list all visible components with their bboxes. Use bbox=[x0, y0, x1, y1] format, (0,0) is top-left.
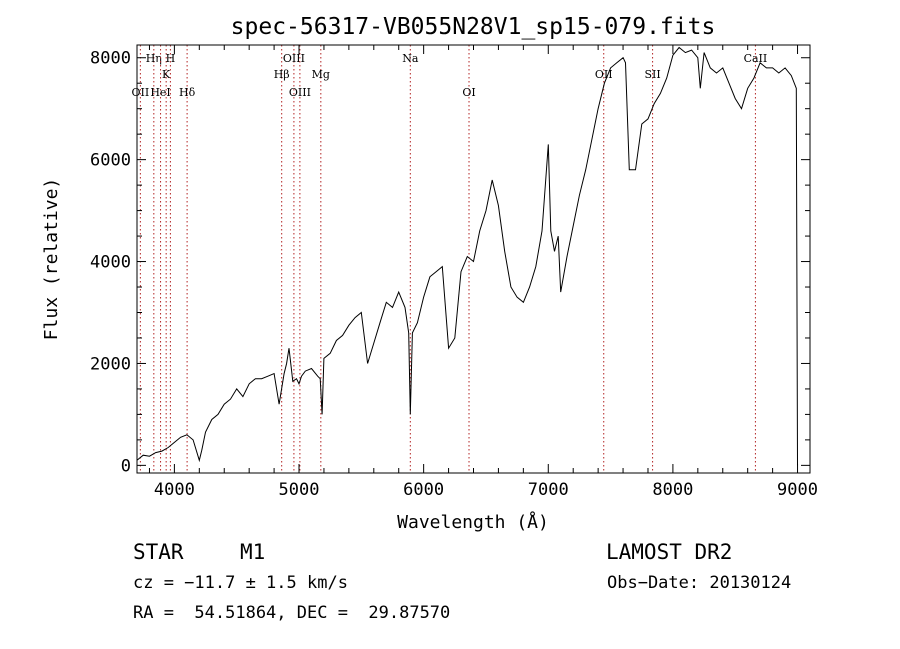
coordinates: RA = 54.51864, DEC = 29.87570 bbox=[133, 603, 451, 623]
y-tick-label: 6000 bbox=[90, 151, 131, 171]
y-tick-label: 4000 bbox=[90, 253, 131, 273]
spectral-line-label: K bbox=[162, 68, 171, 81]
spectral-line-label: CaII bbox=[744, 52, 768, 65]
x-tick-label: 8000 bbox=[652, 480, 693, 500]
object-class: STAR bbox=[133, 540, 184, 564]
spectral-line-label: SII bbox=[644, 68, 660, 81]
redshift-cz: cz = −11.7 ± 1.5 km/s bbox=[133, 573, 348, 593]
spectral-line-label: HeI bbox=[150, 86, 170, 99]
plot-frame bbox=[136, 44, 811, 474]
x-tick-label: 5000 bbox=[279, 480, 320, 500]
x-tick-label: 7000 bbox=[528, 480, 569, 500]
spectral-line-label: Hβ bbox=[274, 68, 290, 81]
x-tick-label: 9000 bbox=[777, 480, 818, 500]
object-subclass: M1 bbox=[240, 540, 266, 564]
chart-title: spec-56317-VB055N28V1_sp15-079.fits bbox=[231, 14, 716, 40]
y-tick-label: 2000 bbox=[90, 354, 131, 374]
x-axis-label: Wavelength (Å) bbox=[397, 511, 549, 533]
spectral-line-label: Hδ bbox=[179, 86, 196, 99]
y-axis-label: Flux (relative) bbox=[41, 178, 62, 341]
spectral-line-label: OIII bbox=[289, 86, 311, 99]
spectral-line-label: OI bbox=[462, 86, 475, 99]
spectrum-line bbox=[136, 46, 798, 466]
y-tick-label: 8000 bbox=[90, 49, 131, 69]
spectral-line-label: H bbox=[166, 52, 176, 65]
x-tick-label: 4000 bbox=[154, 480, 195, 500]
survey-label: LAMOST DR2 bbox=[606, 540, 733, 564]
observation-date: Obs−Date: 20130124 bbox=[607, 573, 792, 593]
spectral-line-label: Mg bbox=[312, 68, 330, 81]
y-tick-label: 0 bbox=[121, 456, 131, 476]
spectral-line-label: OII bbox=[132, 86, 150, 99]
spectral-line-label: OIII bbox=[283, 52, 305, 65]
x-tick-label: 6000 bbox=[403, 480, 444, 500]
spectral-line-label: Hη bbox=[146, 52, 162, 65]
spectral-line-label: Na bbox=[402, 52, 419, 65]
spectral-line-label: OII bbox=[595, 68, 613, 81]
